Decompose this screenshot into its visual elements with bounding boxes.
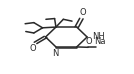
Text: NH: NH: [92, 32, 105, 41]
Text: O: O: [79, 8, 86, 17]
Text: O: O: [30, 44, 36, 53]
Text: N: N: [52, 49, 58, 58]
Text: O: O: [85, 37, 92, 46]
Text: Na: Na: [94, 37, 106, 46]
